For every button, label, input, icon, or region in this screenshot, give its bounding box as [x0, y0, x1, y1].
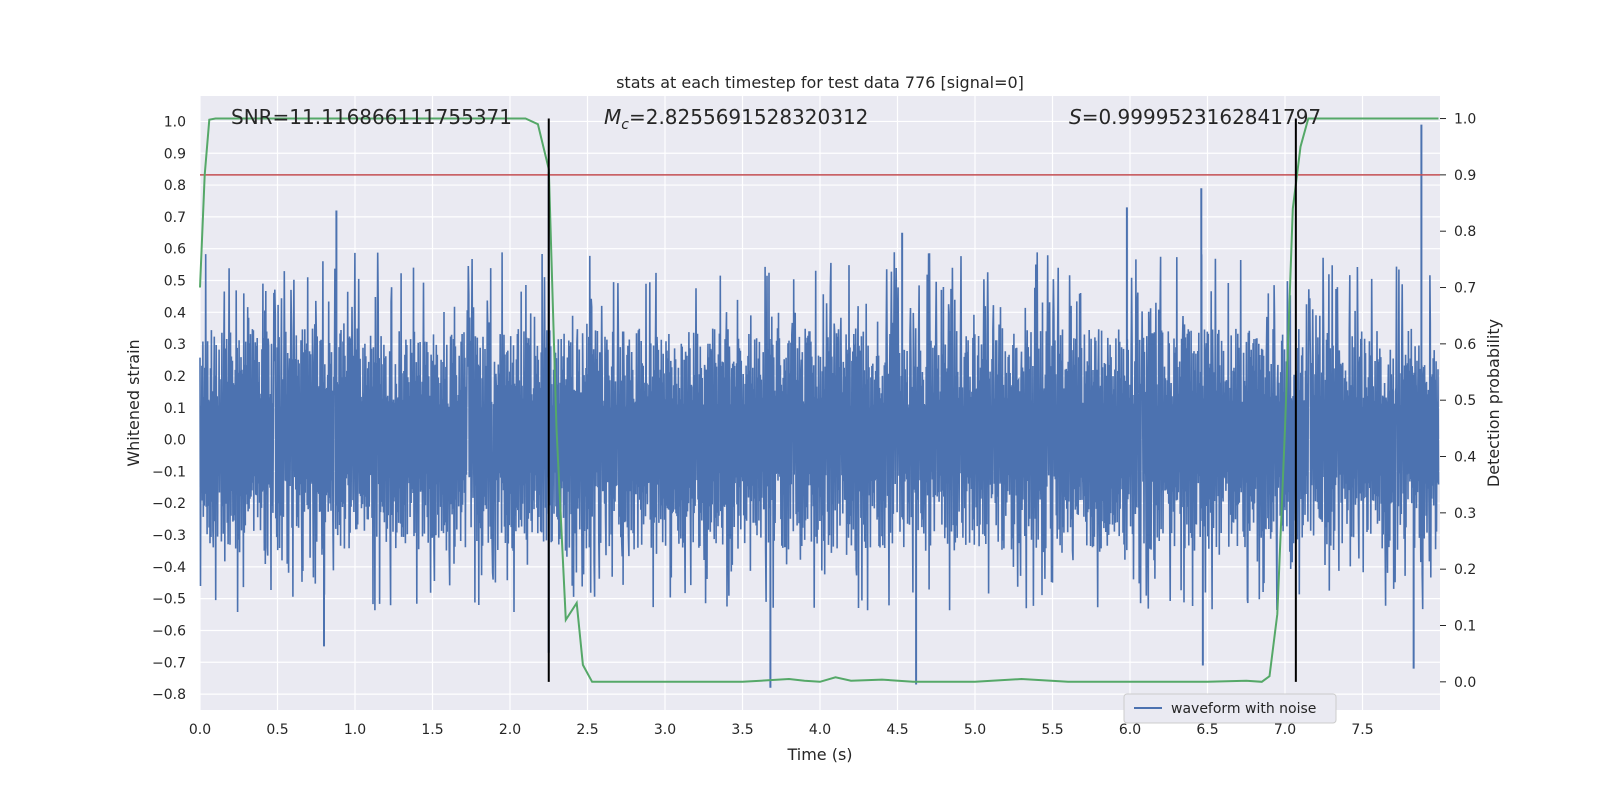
- y-tick-label: 0.2: [164, 369, 186, 385]
- y2-tick-label: 0.2: [1454, 562, 1476, 578]
- y2-tick-label: 0.3: [1454, 506, 1476, 522]
- legend-box: [1123, 693, 1337, 724]
- y2-axis-label: Detection probability: [1484, 319, 1503, 487]
- chirp-mass-value: =2.8255691528320312: [629, 105, 868, 129]
- legend: waveform with noise: [1123, 693, 1337, 724]
- x-tick-label: 2.0: [499, 722, 521, 738]
- y-tick-label: 0.5: [164, 274, 186, 290]
- y-tick-label: 0.4: [164, 305, 186, 321]
- probability-series: [199, 117, 1440, 683]
- x-tick-label: 7.5: [1351, 722, 1373, 738]
- y-tick-label: −0.3: [152, 528, 186, 544]
- y-tick-label: −0.1: [152, 464, 186, 480]
- y-tick-label: 1.0: [164, 114, 186, 130]
- waveform-series: [199, 124, 1440, 688]
- y-axis-label: Whitened strain: [124, 339, 143, 466]
- y-tick-label: −0.6: [152, 623, 186, 639]
- y2-tick-label: 0.9: [1454, 168, 1476, 184]
- y-tick-label: 0.1: [164, 401, 186, 417]
- x-tick-label: 1.0: [344, 722, 366, 738]
- y2-tick-label: 0.0: [1454, 675, 1476, 691]
- y2-tick-label: 0.1: [1454, 619, 1476, 635]
- y-tick-label: −0.2: [152, 496, 186, 512]
- chirp-mass-subscript: c: [621, 117, 629, 133]
- marker-lines: [547, 118, 1297, 682]
- y-tick-label: 0.7: [164, 210, 186, 226]
- chart-title: stats at each timestep for test data 776…: [616, 73, 1024, 92]
- x-tick-label: 5.0: [964, 722, 986, 738]
- y-tick-label: −0.5: [152, 592, 186, 608]
- y-tick-label: 0.0: [164, 433, 186, 449]
- score-symbol: S: [1069, 105, 1082, 129]
- x-tick-label: 6.5: [1196, 722, 1218, 738]
- chirp-mass-annotation: Mc=2.8255691528320312: [604, 105, 868, 133]
- x-tick-label: 1.5: [421, 722, 443, 738]
- y-tick-label: 0.3: [164, 337, 186, 353]
- y-tick-label: 0.8: [164, 178, 186, 194]
- y-tick-label: −0.8: [152, 687, 186, 703]
- y2-tick-label: 0.4: [1454, 450, 1476, 466]
- y-tick-label: −0.4: [152, 560, 186, 576]
- y2-tick-label: 0.5: [1454, 393, 1476, 409]
- y2-tick-label: 0.6: [1454, 337, 1476, 353]
- y2-tick-label: 1.0: [1454, 112, 1476, 128]
- legend-label-waveform: waveform with noise: [1171, 701, 1316, 717]
- x-tick-label: 4.0: [809, 722, 831, 738]
- chirp-mass-symbol: M: [604, 105, 621, 129]
- score-annotation: S=0.9999523162841797: [1069, 105, 1321, 129]
- waveform-trace: [199, 252, 1440, 613]
- x-tick-label: 3.0: [654, 722, 676, 738]
- snr-annotation: SNR=11.116866111755371: [231, 105, 512, 129]
- tick-labels: 0.0 0.5 1.0 1.5 2.0 2.5 3.0 3.5 4.0 4.5 5.0 5.5 6.0 6…: [152, 112, 1476, 738]
- x-tick-label: 4.5: [886, 722, 908, 738]
- probability-line: [199, 117, 1439, 683]
- x-tick-label: 0.0: [189, 722, 211, 738]
- y2-tick-label: 0.7: [1454, 281, 1476, 297]
- x-tick-label: 2.5: [576, 722, 598, 738]
- y2-tick-label: 0.8: [1454, 224, 1476, 240]
- y-tick-label: −0.7: [152, 655, 186, 671]
- y-tick-label: 0.9: [164, 146, 186, 162]
- x-tick-label: 7.0: [1274, 722, 1296, 738]
- x-tick-label: 6.0: [1119, 722, 1141, 738]
- x-tick-label: 5.5: [1041, 722, 1063, 738]
- y-tick-label: 0.6: [164, 242, 186, 258]
- x-axis-label: Time (s): [786, 745, 852, 764]
- score-value: =0.9999523162841797: [1082, 105, 1321, 129]
- x-tick-label: 0.5: [266, 722, 288, 738]
- x-tick-label: 3.5: [731, 722, 753, 738]
